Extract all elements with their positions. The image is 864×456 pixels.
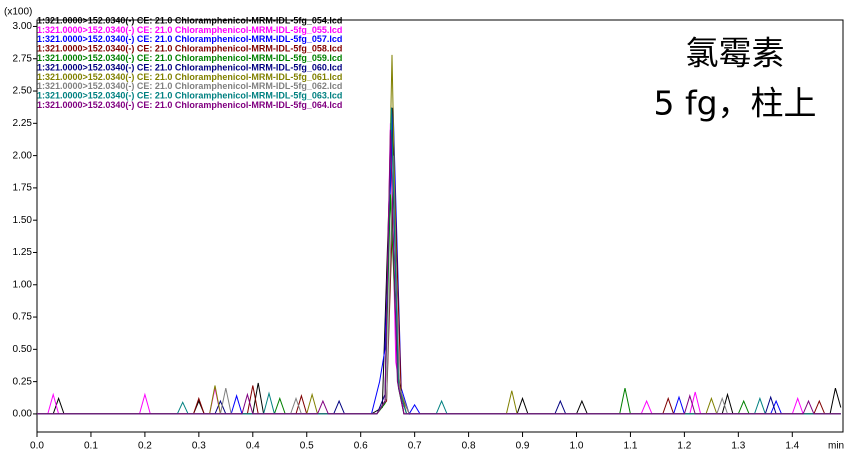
compound-annotation: 氯霉素 (686, 34, 785, 73)
x-tick-label: 0.1 (84, 441, 98, 452)
trace-line (37, 168, 841, 415)
y-tick-label: 2.75 (13, 53, 33, 64)
trace-line (37, 123, 841, 415)
y-tick-label: 1.75 (13, 183, 33, 194)
legend-entry: 1:321.0000>152.0340(-) CE: 21.0 Chloramp… (37, 53, 342, 63)
trace-line (37, 129, 841, 415)
y-unit-label: (x100) (4, 7, 32, 18)
amount-annotation: 5 fg，柱上 (653, 84, 816, 123)
x-tick-label: 0.3 (192, 441, 206, 452)
y-tick-label: 0.25 (13, 376, 33, 387)
trace-line (37, 107, 841, 416)
y-tick-label: 3.00 (13, 21, 33, 32)
x-tick-label: 0.6 (354, 441, 368, 452)
trace-line (37, 107, 841, 415)
x-tick-label: 0.9 (516, 441, 530, 452)
trace-line (37, 107, 842, 415)
y-tick-label: 1.25 (13, 247, 33, 258)
legend-entry: 1:321.0000>152.0340(-) CE: 21.0 Chloramp… (37, 81, 342, 91)
x-unit-label: min (828, 441, 844, 452)
x-tick-label: 0.4 (246, 441, 260, 452)
x-tick-label: 1.2 (677, 441, 691, 452)
x-tick-label: 1.4 (785, 441, 799, 452)
x-tick-label: 0.5 (300, 441, 314, 452)
y-tick-label: 2.00 (13, 150, 33, 161)
x-tick-label: 0.8 (462, 441, 476, 452)
legend-entry: 1:321.0000>152.0340(-) CE: 21.0 Chloramp… (37, 44, 342, 54)
x-tick-label: 0.2 (138, 441, 152, 452)
y-tick-label: 2.25 (13, 118, 33, 129)
legend-entry: 1:321.0000>152.0340(-) CE: 21.0 Chloramp… (37, 25, 342, 35)
x-tick-label: 0.7 (408, 441, 422, 452)
y-tick-label: 0.50 (13, 344, 33, 355)
x-tick-label: 1.1 (623, 441, 637, 452)
legend-entry: 1:321.0000>152.0340(-) CE: 21.0 Chloramp… (37, 72, 342, 82)
y-tick-label: 0.00 (13, 409, 33, 420)
legend-entry: 1:321.0000>152.0340(-) CE: 21.0 Chloramp… (37, 91, 342, 101)
plot-frame (36, 19, 844, 433)
x-tick-label: 1.3 (731, 441, 745, 452)
y-tick-label: 1.00 (13, 279, 33, 290)
x-tick-label: 1.0 (570, 441, 584, 452)
x-tick-label: 0.0 (30, 441, 44, 452)
trace-line (37, 155, 841, 415)
y-tick-label: 0.75 (13, 312, 33, 323)
y-tick-label: 1.50 (13, 215, 33, 226)
legend-entry: 1:321.0000>152.0340(-) CE: 21.0 Chloramp… (37, 100, 342, 110)
legend-entry: 1:321.0000>152.0340(-) CE: 21.0 Chloramp… (37, 62, 342, 72)
trace-line (37, 194, 841, 415)
legend-entry: 1:321.0000>152.0340(-) CE: 21.0 Chloramp… (37, 34, 342, 44)
y-tick-label: 2.50 (13, 86, 33, 97)
trace-line (37, 107, 841, 415)
legend-entry: 1:321.0000>152.0340(-) CE: 21.0 Chloramp… (37, 15, 342, 25)
